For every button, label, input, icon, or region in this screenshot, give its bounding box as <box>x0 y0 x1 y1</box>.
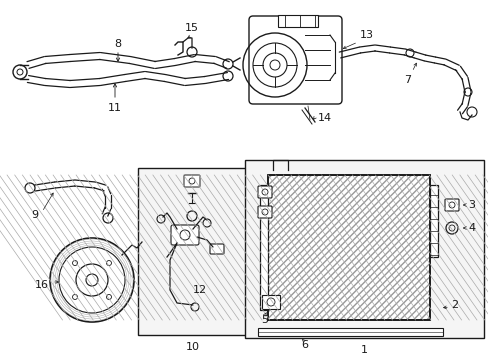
Text: 7: 7 <box>404 75 411 85</box>
Bar <box>244 160 483 338</box>
FancyBboxPatch shape <box>209 244 224 254</box>
Text: 4: 4 <box>467 223 474 233</box>
FancyBboxPatch shape <box>183 175 200 187</box>
Bar <box>267 175 429 320</box>
Text: 9: 9 <box>31 210 39 220</box>
Bar <box>267 175 429 320</box>
Text: 13: 13 <box>359 30 373 40</box>
FancyBboxPatch shape <box>258 206 271 218</box>
Bar <box>429 185 437 257</box>
Text: 3: 3 <box>467 200 474 210</box>
Text: 10: 10 <box>185 342 199 352</box>
Bar <box>260 185 267 310</box>
FancyBboxPatch shape <box>171 225 199 245</box>
Text: 11: 11 <box>108 103 122 113</box>
FancyBboxPatch shape <box>258 186 271 198</box>
Text: 12: 12 <box>193 285 206 295</box>
Bar <box>262 295 280 309</box>
Text: 16: 16 <box>35 280 49 290</box>
Bar <box>278 15 317 27</box>
Text: 1: 1 <box>360 345 367 355</box>
FancyBboxPatch shape <box>248 16 341 104</box>
Text: 8: 8 <box>114 39 122 49</box>
Bar <box>138 168 246 335</box>
Text: 2: 2 <box>450 300 458 310</box>
Text: 5: 5 <box>261 315 268 325</box>
FancyBboxPatch shape <box>444 199 458 211</box>
Bar <box>258 328 442 336</box>
Bar <box>267 175 429 320</box>
Bar <box>268 176 428 319</box>
Text: 14: 14 <box>317 113 331 123</box>
Text: 6: 6 <box>301 340 308 350</box>
Text: 15: 15 <box>184 23 199 33</box>
